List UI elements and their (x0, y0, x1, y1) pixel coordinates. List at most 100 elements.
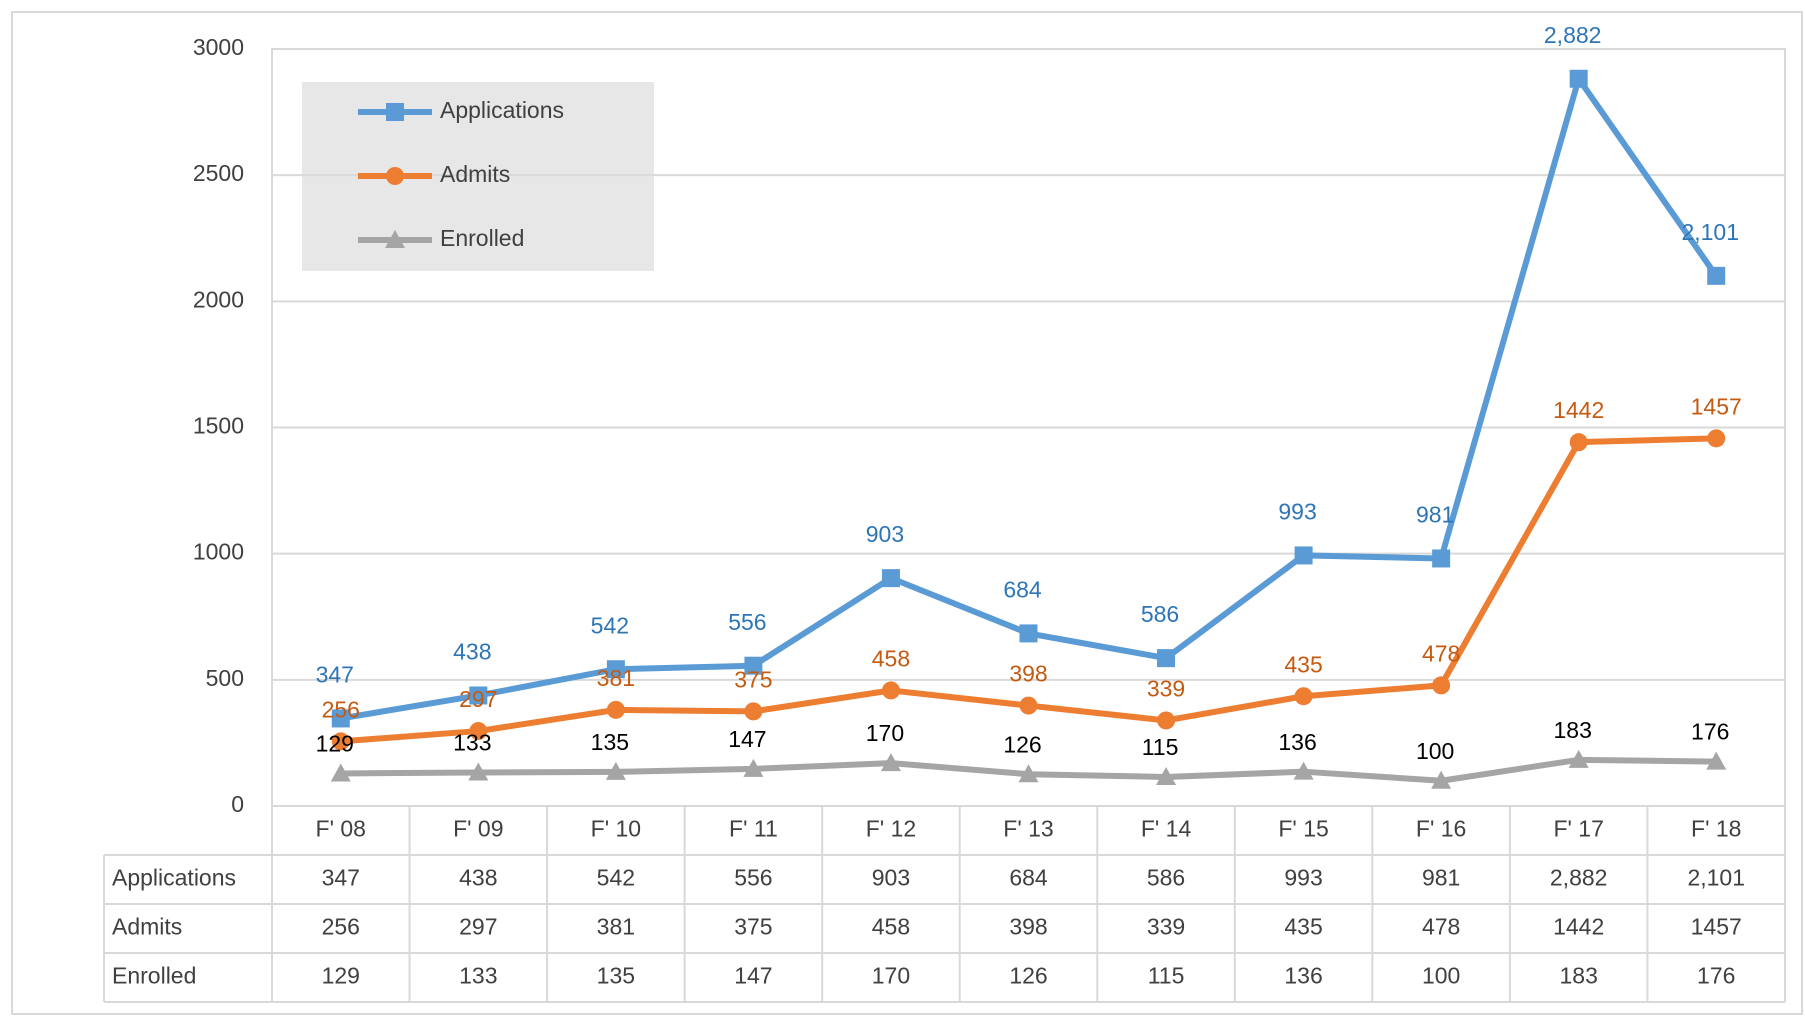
table-cell: 135 (597, 963, 635, 989)
data-label: 398 (1009, 661, 1047, 687)
marker (1294, 546, 1313, 565)
data-label: 129 (316, 731, 354, 757)
table-cell: 438 (459, 865, 497, 891)
marker (744, 656, 763, 675)
data-label: 981 (1416, 502, 1454, 528)
marker (1018, 764, 1039, 783)
x-tick-label: F' 14 (1141, 816, 1192, 842)
data-label: 458 (872, 646, 910, 672)
marker (1019, 696, 1038, 715)
marker (1707, 429, 1726, 448)
data-label: 438 (453, 639, 491, 665)
legend-label: Admits (440, 161, 510, 187)
data-label: 542 (591, 612, 629, 638)
marker (1294, 687, 1313, 706)
marker (880, 753, 901, 772)
data-label: 347 (316, 662, 354, 688)
table-cell: 586 (1147, 865, 1185, 891)
data-label: 903 (866, 521, 904, 547)
x-tick-label: F' 15 (1278, 816, 1328, 842)
data-label: 100 (1416, 738, 1454, 764)
data-label: 684 (1003, 576, 1042, 602)
marker (744, 702, 763, 721)
data-label: 2,882 (1544, 22, 1602, 48)
table-cell: 339 (1147, 914, 1185, 940)
data-label: 478 (1422, 640, 1460, 666)
table-cell: 1457 (1691, 914, 1742, 940)
data-label: 381 (597, 665, 635, 691)
table-cell: 136 (1284, 963, 1322, 989)
legend-label: Enrolled (440, 225, 524, 251)
table-cell: 2,101 (1687, 865, 1745, 891)
data-label: 147 (728, 726, 766, 752)
table-cell: 556 (734, 865, 772, 891)
data-label: 339 (1147, 676, 1185, 702)
data-label: 170 (866, 720, 904, 746)
data-label: 1457 (1691, 393, 1742, 419)
y-tick-label: 2000 (193, 286, 244, 312)
x-tick-label: F' 16 (1416, 816, 1466, 842)
data-label: 993 (1278, 499, 1316, 525)
data-label: 115 (1142, 734, 1179, 760)
marker (385, 230, 405, 248)
data-label: 183 (1553, 717, 1591, 743)
data-label: 176 (1691, 719, 1729, 745)
table-row-label: Admits (112, 914, 182, 940)
marker (386, 167, 404, 185)
marker (386, 103, 404, 121)
x-tick-label: F' 17 (1553, 816, 1603, 842)
table-cell: 129 (322, 963, 360, 989)
marker (330, 763, 351, 782)
table-cell: 176 (1697, 963, 1735, 989)
table-cell: 684 (1009, 865, 1048, 891)
table-cell: 478 (1422, 914, 1460, 940)
x-tick-label: F' 11 (729, 816, 778, 842)
table-cell: 147 (734, 963, 772, 989)
table-cell: 903 (872, 865, 910, 891)
marker (1432, 549, 1451, 568)
table-cell: 435 (1284, 914, 1322, 940)
data-label: 375 (734, 666, 772, 692)
table-cell: 133 (459, 963, 497, 989)
data-label: 133 (453, 730, 491, 756)
x-tick-label: F' 13 (1003, 816, 1053, 842)
marker (1293, 761, 1314, 780)
table-cell: 398 (1009, 914, 1047, 940)
y-tick-label: 1000 (193, 539, 244, 565)
table-cell: 170 (872, 963, 910, 989)
data-label: 435 (1284, 651, 1322, 677)
x-tick-label: F' 18 (1691, 816, 1741, 842)
y-tick-label: 0 (231, 791, 244, 817)
table-cell: 183 (1559, 963, 1597, 989)
marker (1432, 676, 1451, 695)
x-tick-label: F' 12 (866, 816, 916, 842)
marker (1568, 749, 1589, 768)
table-cell: 542 (597, 865, 635, 891)
data-label: 586 (1141, 601, 1179, 627)
table-cell: 347 (322, 865, 360, 891)
marker (606, 660, 625, 679)
data-label: 136 (1278, 729, 1316, 755)
table-cell: 115 (1148, 963, 1185, 989)
marker (1019, 624, 1038, 643)
table-cell: 100 (1422, 963, 1460, 989)
marker (468, 762, 489, 781)
table-row-label: Applications (112, 865, 236, 891)
x-tick-label: F' 08 (316, 816, 366, 842)
marker (331, 732, 350, 751)
data-label: 126 (1003, 731, 1041, 757)
table-row-label: Enrolled (112, 963, 196, 989)
table-cell: 981 (1422, 865, 1460, 891)
table-cell: 126 (1009, 963, 1047, 989)
table-cell: 297 (459, 914, 497, 940)
marker (1706, 751, 1727, 770)
y-tick-label: 2500 (193, 160, 244, 186)
data-label: 297 (459, 686, 497, 712)
marker (1431, 770, 1452, 789)
marker (1569, 69, 1588, 88)
marker (1707, 266, 1726, 285)
marker (1157, 711, 1176, 730)
y-tick-label: 3000 (193, 34, 244, 60)
table-cell: 458 (872, 914, 910, 940)
